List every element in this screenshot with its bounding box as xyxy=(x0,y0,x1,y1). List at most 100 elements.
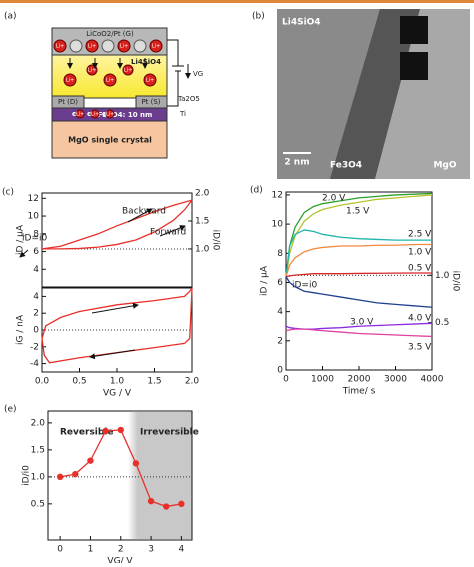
y2-tick-label: 1.5 xyxy=(195,216,209,226)
marker xyxy=(147,497,155,505)
y-tick-label: 0 xyxy=(277,366,283,376)
series-label: 1.5 V xyxy=(346,207,370,217)
ion xyxy=(122,64,134,76)
marker xyxy=(163,503,170,510)
series-line xyxy=(285,243,432,277)
series-label: 2.5 V xyxy=(408,230,432,240)
series-line xyxy=(285,322,433,330)
ion xyxy=(63,73,77,87)
scale-bar-label: 2 nm xyxy=(284,158,309,168)
arrow xyxy=(19,249,29,258)
y-tick-label: 10 xyxy=(272,220,284,230)
y-tick-label: 4 xyxy=(33,265,39,275)
x-tick-label: 4 xyxy=(179,545,185,555)
series-line xyxy=(285,328,433,338)
series-label: 4.0 V xyxy=(408,314,432,324)
series-line xyxy=(285,192,433,277)
y-tick-label: 1.5 xyxy=(31,445,45,455)
marker xyxy=(56,473,64,481)
ion xyxy=(75,109,85,119)
x-tick-label: 0 xyxy=(57,545,63,555)
x-tick-label: 1000 xyxy=(311,375,334,385)
annotation: Irreversible xyxy=(140,428,199,438)
series-label: Backward xyxy=(122,207,166,217)
y-tick-label: 8 xyxy=(33,229,39,239)
series-line xyxy=(285,276,433,308)
y2-axis-label: iD/i0 xyxy=(211,230,221,251)
series-line xyxy=(285,229,432,277)
y-tick-label: 2 xyxy=(277,336,283,346)
plot-frame xyxy=(41,192,193,288)
ion-label: Li+ xyxy=(124,68,132,74)
ion xyxy=(85,39,99,53)
ion xyxy=(105,109,115,119)
channel-label: Fe3O4: 10 nm xyxy=(98,111,153,119)
x-tick-label: 1.0 xyxy=(110,377,125,387)
source-label: Pt (S) xyxy=(141,98,160,106)
y-tick-label: 10 xyxy=(28,212,40,222)
series-label: 2.0 V xyxy=(322,194,346,204)
arrow xyxy=(89,349,136,360)
series-label: 1.0 V xyxy=(408,248,432,258)
marker xyxy=(132,460,140,467)
y-tick-label: 6 xyxy=(277,278,283,288)
device-schematic: LiCoO2/Pt (G) Li4SiO4 Pt (D) Pt (S) Fe3O… xyxy=(51,27,203,159)
y-axis-label: iD / μA xyxy=(260,265,270,296)
y-axis-label: iD / μA xyxy=(16,224,26,255)
gate-voltage-label: VG xyxy=(193,70,203,78)
ion xyxy=(90,109,100,119)
atom xyxy=(101,39,115,53)
marker xyxy=(178,500,185,508)
ion-label: Li+ xyxy=(56,44,64,50)
atom xyxy=(69,39,83,53)
image-label: Fe3O4 xyxy=(330,161,362,171)
ion-label: Li+ xyxy=(88,44,96,50)
y-tick-label: 4 xyxy=(33,292,39,302)
annotation: iD=i0 xyxy=(292,281,317,291)
y2-tick-label: 2.0 xyxy=(195,189,210,199)
x-tick-label: 2000 xyxy=(348,375,371,385)
marker xyxy=(72,470,79,478)
y-tick-label: 1.0 xyxy=(31,472,46,482)
x-tick-label: 3000 xyxy=(384,375,407,385)
panel-label: (c) xyxy=(2,188,14,198)
y2-axis-label: iD/i0 xyxy=(451,271,461,292)
gate-label: LiCoO2/Pt (G) xyxy=(86,30,134,38)
x-tick-label: 2 xyxy=(118,545,124,555)
oxide-label: Ta2O5 xyxy=(177,95,200,103)
y-axis-label: iD/i0 xyxy=(22,465,32,486)
panel-label: (a) xyxy=(4,12,17,22)
ion xyxy=(117,39,131,53)
y-tick-label: -2 xyxy=(30,342,39,352)
series-line xyxy=(41,287,193,339)
y-tick-label: 8 xyxy=(277,249,283,259)
annotation: Reversible xyxy=(60,428,114,438)
ion xyxy=(143,73,157,87)
series-label: 0.5 V xyxy=(408,264,432,274)
electrolyte-label: Li4SiO4 xyxy=(131,58,161,66)
series-line xyxy=(41,287,193,364)
ion-label: Li+ xyxy=(91,112,99,118)
arrow xyxy=(91,302,139,314)
y-tick-label: 12 xyxy=(28,194,39,204)
x-axis-label: VG / V xyxy=(103,389,132,399)
y-axis-label: iG / nA xyxy=(16,314,26,345)
tem-image: Li4SiO4 2 nm Fe3O4 MgO xyxy=(277,9,470,179)
panel-label: (d) xyxy=(250,186,263,196)
y-tick-label: 0 xyxy=(33,326,39,336)
ion xyxy=(53,39,67,53)
plot-frame xyxy=(47,410,193,541)
ion xyxy=(149,39,163,53)
image-label: Li4SiO4 xyxy=(282,18,321,28)
ion-label: Li+ xyxy=(146,78,154,84)
ion-label: Li+ xyxy=(106,78,114,84)
ion-label: Li+ xyxy=(76,112,84,118)
electron-label: e xyxy=(87,110,92,118)
y-tick-label: 2.0 xyxy=(31,418,46,428)
y2-tick-label: 1.0 xyxy=(435,271,450,281)
series-label: 3.0 V xyxy=(350,318,374,328)
series-line xyxy=(41,199,193,250)
x-axis-label: VG/ V xyxy=(107,557,133,564)
arrow xyxy=(127,208,153,223)
